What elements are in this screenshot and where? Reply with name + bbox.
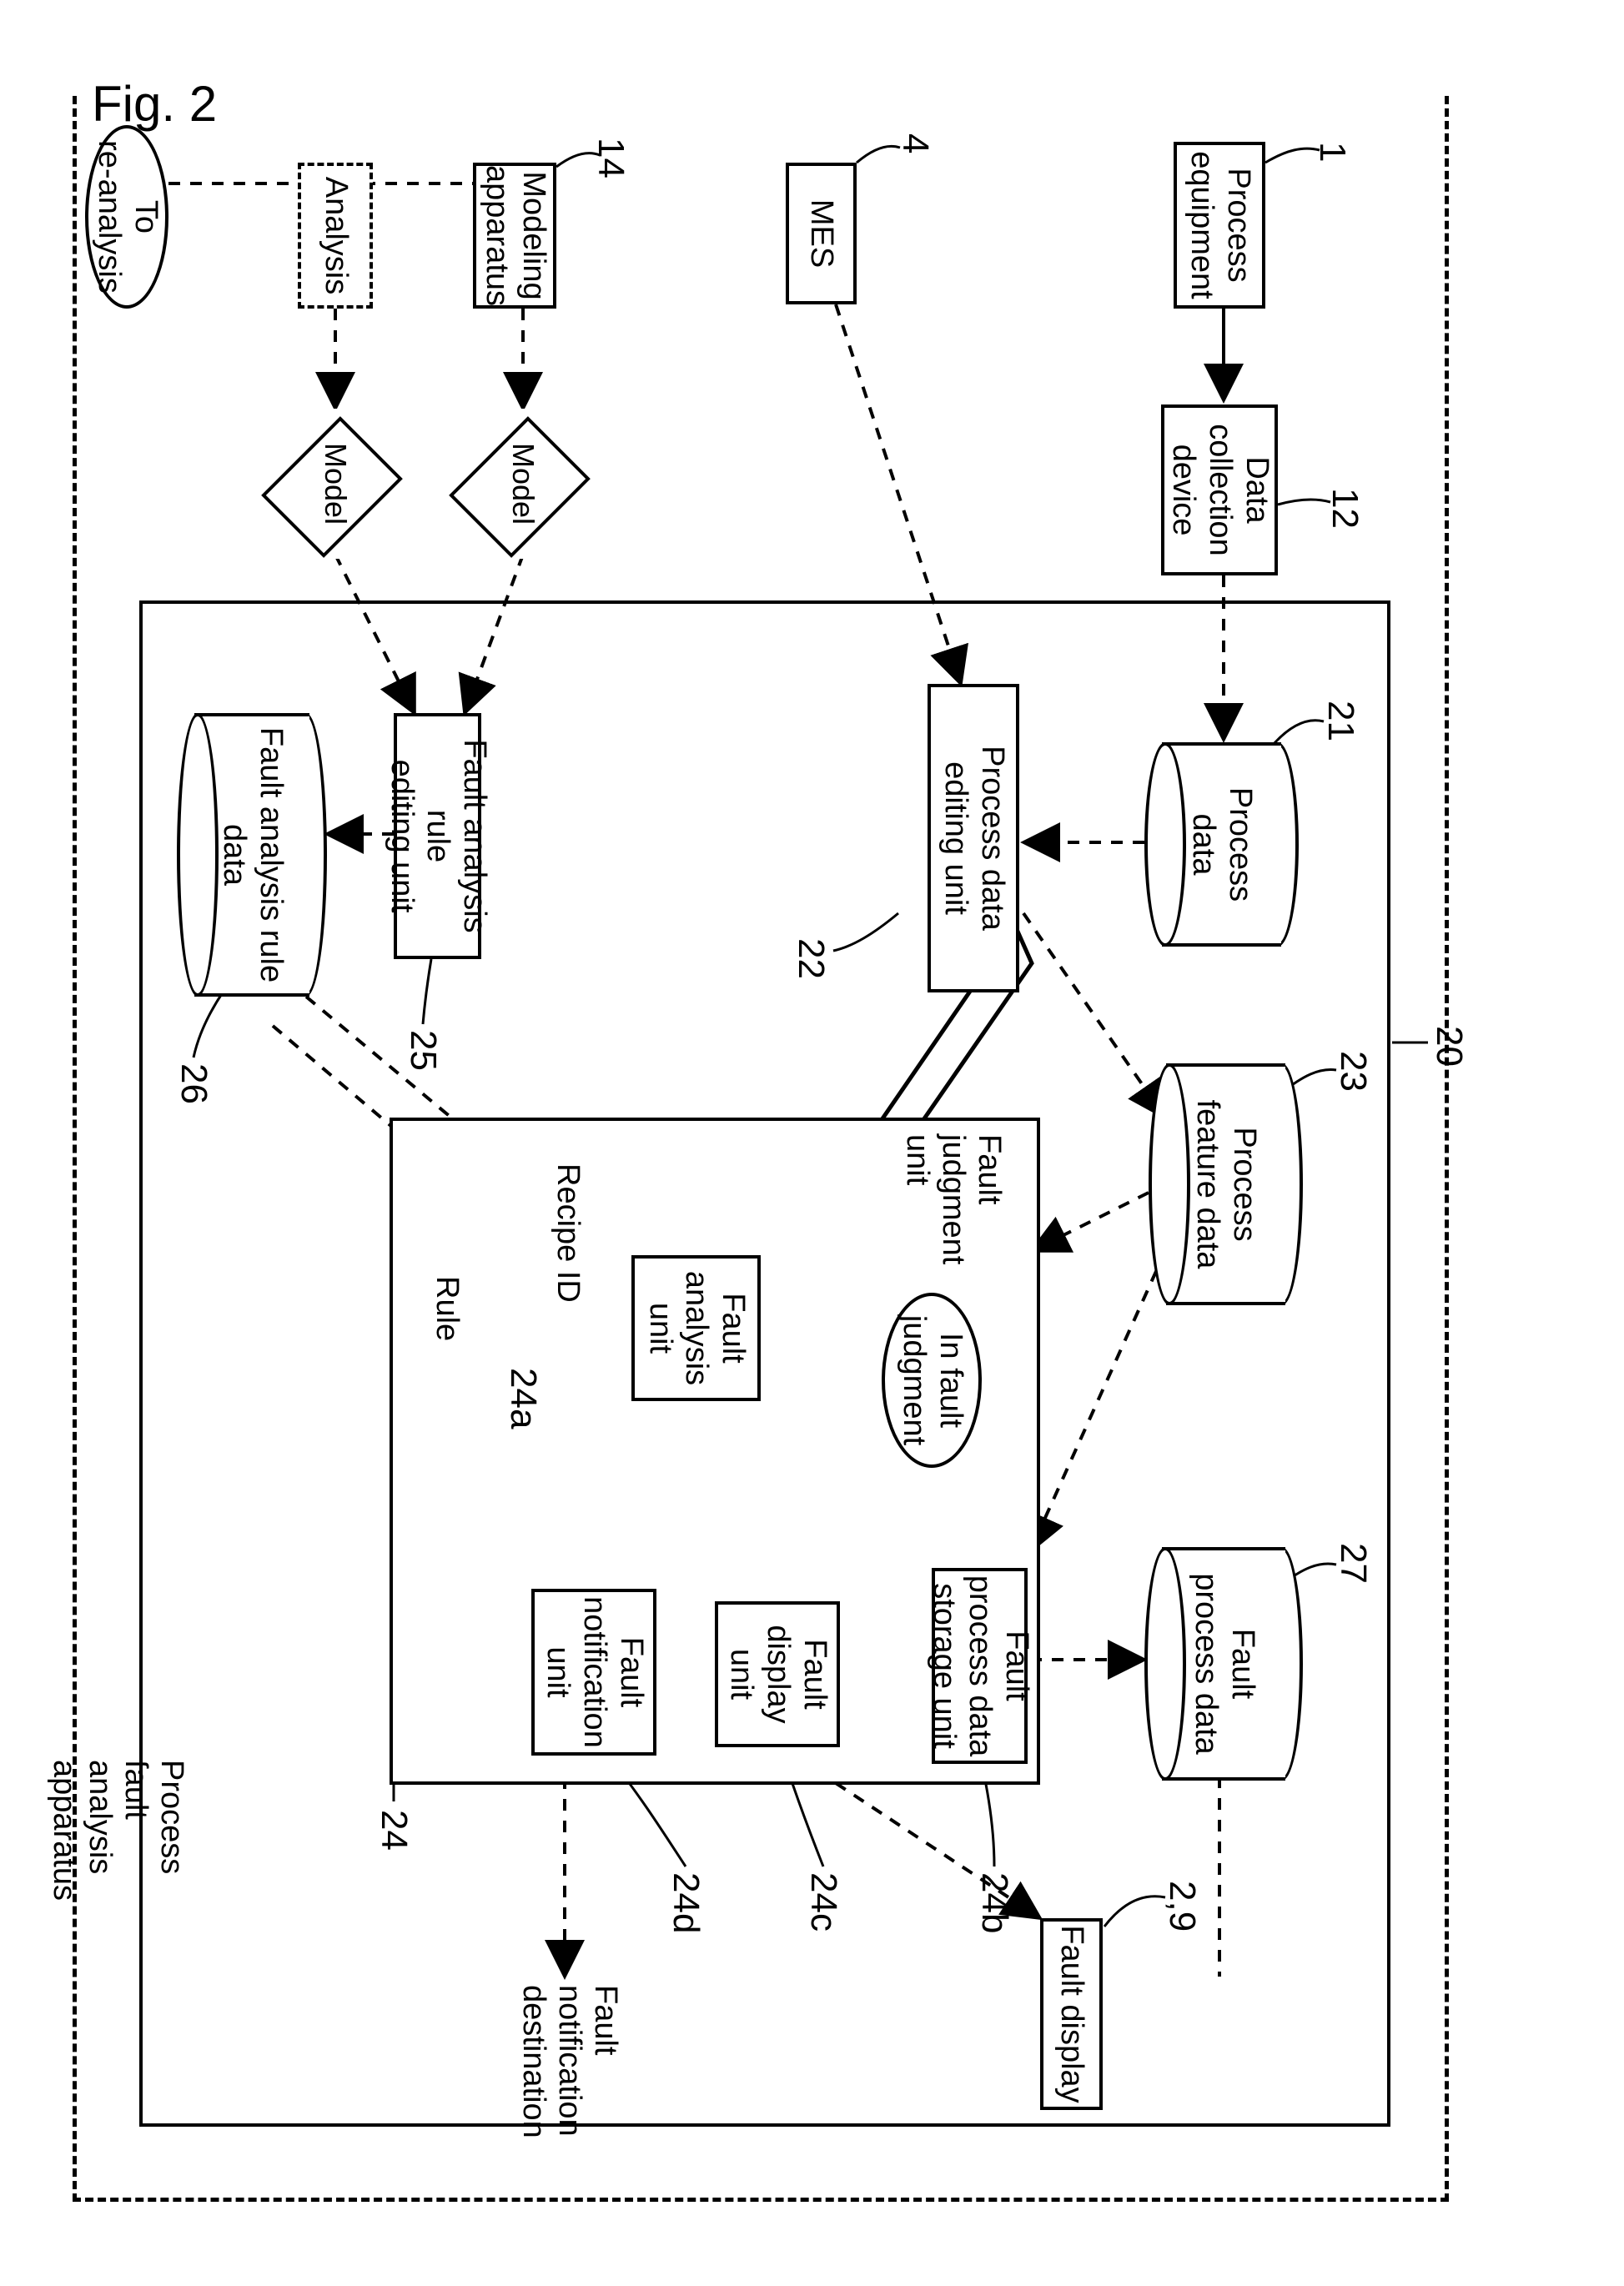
modeling-apparatus: Modelingapparatus bbox=[473, 163, 556, 309]
to-reanalysis: Tore-analysis bbox=[85, 125, 168, 309]
fault-display-unit: Faultdisplayunit bbox=[715, 1601, 840, 1747]
modeling-label: Modelingapparatus bbox=[478, 165, 551, 306]
ref-notify-unit: 24d bbox=[665, 1872, 706, 1933]
ref-fault-db: 27 bbox=[1332, 1543, 1374, 1584]
fault-analysis-unit: Faultanalysisunit bbox=[631, 1255, 761, 1401]
model2-label: Model bbox=[318, 443, 353, 525]
fault-notification-unit: Faultnotificationunit bbox=[531, 1589, 656, 1756]
fault-display-output-label: Fault display bbox=[1053, 1925, 1090, 2103]
in-fault-judgment: In faultjudgment bbox=[882, 1293, 982, 1468]
rule-edit-label: Fault analysis ruleediting unit bbox=[383, 720, 492, 952]
rule-db-label: Fault analysis ruledata bbox=[215, 727, 288, 982]
ref-process-edit: 22 bbox=[790, 938, 832, 979]
notify-unit-label: Faultnotificationunit bbox=[539, 1596, 648, 1748]
analysis-box: Analysis bbox=[298, 163, 373, 309]
in-fault-judgment-label: In faultjudgment bbox=[895, 1315, 968, 1445]
feature-db: Processfeature data bbox=[1149, 1063, 1303, 1305]
mes-box: MES bbox=[786, 163, 857, 304]
ref-analysis-unit: 24a bbox=[502, 1368, 544, 1429]
feature-db-label: Processfeature data bbox=[1189, 1100, 1262, 1269]
mes-label: MES bbox=[803, 199, 840, 268]
rule-label: Rule bbox=[429, 1276, 465, 1341]
ref-modeling: 14 bbox=[590, 138, 631, 178]
data-collection-device: Datacollectiondevice bbox=[1161, 404, 1278, 575]
ref-process-data-db: 21 bbox=[1320, 701, 1361, 741]
fault-judgment-unit-label: Faultjudgmentunit bbox=[899, 1134, 1007, 1284]
fault-process-db: Faultprocess data bbox=[1144, 1547, 1303, 1781]
fault-process-storage-unit: Fault process datastorage unit bbox=[932, 1568, 1028, 1764]
ref-storage-unit: 24b bbox=[973, 1872, 1015, 1933]
to-reanalysis-label: Tore-analysis bbox=[90, 140, 163, 294]
process-data-db: Processdata bbox=[1144, 742, 1299, 947]
fault-db-label: Faultprocess data bbox=[1187, 1573, 1259, 1755]
analysis-label: Analysis bbox=[317, 177, 354, 295]
ref-process-equipment: 1 bbox=[1311, 142, 1353, 162]
ref-display-unit: 24c bbox=[802, 1872, 844, 1932]
storage-unit-label: Fault process datastorage unit bbox=[925, 1575, 1034, 1757]
ref-judgment-container: 24 bbox=[373, 1810, 415, 1851]
process-data-editing-unit: Process dataediting unit bbox=[928, 684, 1019, 992]
fault-display-output: Fault display bbox=[1040, 1918, 1103, 2110]
ref-mes: 4 bbox=[894, 133, 936, 153]
display-unit-label: Faultdisplayunit bbox=[722, 1625, 832, 1723]
ref-rule-db: 26 bbox=[173, 1063, 214, 1104]
ref-data-collection: 12 bbox=[1324, 488, 1365, 529]
fault-analysis-unit-label: Faultanalysisunit bbox=[641, 1271, 751, 1385]
process-edit-label: Process dataediting unit bbox=[937, 746, 1009, 931]
rule-db: Fault analysis ruledata bbox=[177, 713, 327, 997]
ref-rule-edit: 25 bbox=[402, 1030, 444, 1071]
model-diamond-1: Model bbox=[465, 409, 581, 559]
recipe-id-label: Recipe ID bbox=[550, 1163, 586, 1303]
data-collection-label: Datacollectiondevice bbox=[1164, 424, 1274, 555]
rule-editing-unit: Fault analysis ruleediting unit bbox=[394, 713, 481, 959]
apparatus-caption: Process fault analysis apparatus bbox=[46, 1760, 189, 1901]
process-equipment-label: Processequipment bbox=[1183, 151, 1255, 299]
fault-notification-destination: Faultnotificationdestination bbox=[515, 1985, 623, 2168]
ref-feature-db: 23 bbox=[1332, 1051, 1374, 1092]
process-equipment: Processequipment bbox=[1174, 142, 1265, 309]
process-data-db-label: Processdata bbox=[1185, 787, 1258, 902]
ref-fault-display-output: 2,9 bbox=[1161, 1881, 1203, 1932]
model-diamond-2: Model bbox=[277, 409, 394, 559]
model1-label: Model bbox=[505, 443, 540, 525]
